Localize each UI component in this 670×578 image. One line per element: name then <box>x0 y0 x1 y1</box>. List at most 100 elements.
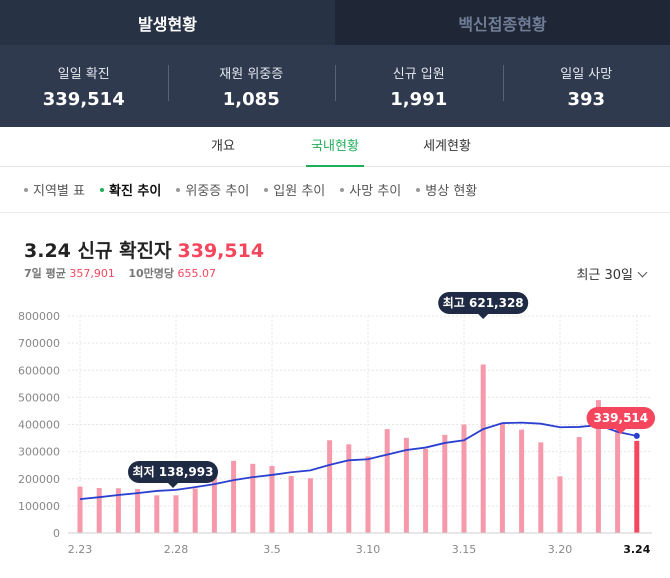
stat-new-admission: 신규 입원 1,991 <box>335 63 503 110</box>
bar <box>96 487 102 533</box>
x-tick-label: 2.28 <box>164 543 189 556</box>
bar <box>384 429 390 533</box>
main-tabs: 발생현황 백신접종현황 <box>0 0 670 45</box>
y-tick-label: 200000 <box>18 473 60 486</box>
per-capita-value: 655.07 <box>177 267 217 280</box>
stat-value: 1,085 <box>222 88 280 110</box>
bar <box>154 495 160 533</box>
headline-value: 339,514 <box>177 240 265 262</box>
filter-label: 병상 현황 <box>425 184 478 199</box>
filter-regional-table[interactable]: 지역별 표 <box>24 180 85 199</box>
filter-label: 위중증 추이 <box>185 184 250 199</box>
y-tick-label: 800000 <box>18 310 60 323</box>
bar <box>403 437 409 533</box>
chart-meta: 7일 평균 357,901 10만명당 655.07 <box>24 265 226 281</box>
stat-label: 재원 위중증 <box>219 66 284 82</box>
bar <box>519 429 525 533</box>
stat-label: 신규 입원 <box>392 66 445 82</box>
bar <box>615 425 621 533</box>
bar <box>307 478 313 533</box>
filter-confirmed-trend[interactable]: 확진 추이 <box>99 180 162 199</box>
stat-value: 1,991 <box>390 88 448 110</box>
bar <box>269 466 275 533</box>
filter-bed-status[interactable]: 병상 현황 <box>416 180 477 199</box>
stat-critical: 재원 위중증 1,085 <box>167 63 336 110</box>
x-tick-label: 3.24 <box>623 543 650 556</box>
bar <box>346 444 352 533</box>
latest-annotation-pointer <box>615 429 626 434</box>
bar <box>423 448 429 533</box>
x-tick-label: 3.15 <box>452 543 477 556</box>
bar <box>173 495 179 533</box>
bar <box>135 489 141 533</box>
bar <box>211 473 217 533</box>
bullet-icon <box>24 187 28 192</box>
bullet-icon <box>264 187 269 192</box>
filter-admission-trend[interactable]: 입원 추이 <box>264 180 325 199</box>
average-line <box>79 421 637 500</box>
subtab-world[interactable]: 세계현황 <box>423 139 471 154</box>
filter-critical-trend[interactable]: 위중증 추이 <box>176 180 249 199</box>
min-annotation-label: 최저 138,993 <box>133 464 214 479</box>
bar <box>499 422 505 533</box>
y-tick-label: 700000 <box>18 337 60 350</box>
bullet-icon <box>340 187 345 192</box>
summary-header: 발생현황 백신접종현황 일일 확진 339,514 재원 위중증 1,085 신… <box>0 0 670 127</box>
bar <box>231 460 237 533</box>
stat-daily-death: 일일 사망 393 <box>502 63 670 110</box>
bar <box>595 400 601 533</box>
tab-outbreak-status[interactable]: 발생현황 <box>0 0 335 45</box>
filter-label: 사망 추이 <box>349 184 402 199</box>
bar <box>557 476 563 533</box>
max-annotation-label: 최고 621,328 <box>443 295 524 310</box>
bar <box>365 456 371 533</box>
bar <box>461 424 467 533</box>
confirmed-trend-chart: 800000 700000 600000 500000 400000 300000 2000… <box>18 292 655 556</box>
filter-label: 입원 추이 <box>273 184 326 199</box>
stat-label: 일일 사망 <box>560 66 613 82</box>
y-tick-label: 100000 <box>18 500 60 513</box>
bar <box>288 476 294 533</box>
tab-vaccination-status[interactable]: 백신접종현황 <box>335 0 670 45</box>
x-tick-label: 3.20 <box>548 543 573 556</box>
chart-headline: 3.24 신규 확진자 339,514 <box>24 236 264 263</box>
y-tick-label: 600000 <box>18 364 60 377</box>
stat-value: 339,514 <box>42 88 125 110</box>
bar <box>634 440 640 533</box>
min-annotation-pointer <box>168 483 178 488</box>
bullet-icon <box>176 187 181 192</box>
bar <box>442 434 448 533</box>
bullet-icon <box>99 187 104 192</box>
filter-label: 확진 추이 <box>108 184 162 199</box>
subtab-overview[interactable]: 개요 <box>211 139 235 154</box>
stat-value: 393 <box>567 88 606 110</box>
avg-value: 357,901 <box>69 267 115 280</box>
stats-row: 일일 확진 339,514 재원 위중증 1,085 신규 입원 1,991 일… <box>0 45 670 127</box>
chevron-down-icon <box>637 267 648 277</box>
latest-annotation-bubble <box>586 407 655 429</box>
bullet-icon <box>416 187 421 192</box>
range-label: 최근 30일 <box>576 268 633 283</box>
min-annotation-bubble <box>128 461 218 483</box>
bar <box>538 442 544 533</box>
bar <box>327 440 333 533</box>
latest-annotation-label: 339,514 <box>593 411 648 425</box>
max-annotation-pointer <box>478 314 489 319</box>
max-annotation-bubble <box>438 292 529 314</box>
bar <box>77 486 83 533</box>
y-tick-label: 300000 <box>18 446 60 459</box>
filter-death-trend[interactable]: 사망 추이 <box>340 180 401 199</box>
x-tick-label: 3.5 <box>263 543 281 556</box>
subtab-domestic[interactable]: 국내현황 <box>279 127 391 167</box>
y-tick-label: 400000 <box>18 419 60 432</box>
headline-title: 3.24 신규 확진자 <box>24 240 172 262</box>
stat-label: 일일 확진 <box>57 66 110 82</box>
stat-daily-confirmed: 일일 확진 339,514 <box>0 63 168 110</box>
average-end-point <box>633 432 640 439</box>
bar <box>192 488 198 533</box>
bar <box>250 463 256 533</box>
filter-label: 지역별 표 <box>33 184 85 199</box>
x-tick-label: 2.23 <box>68 543 93 556</box>
range-dropdown[interactable]: 최근 30일 <box>576 264 648 283</box>
bar <box>576 436 582 533</box>
